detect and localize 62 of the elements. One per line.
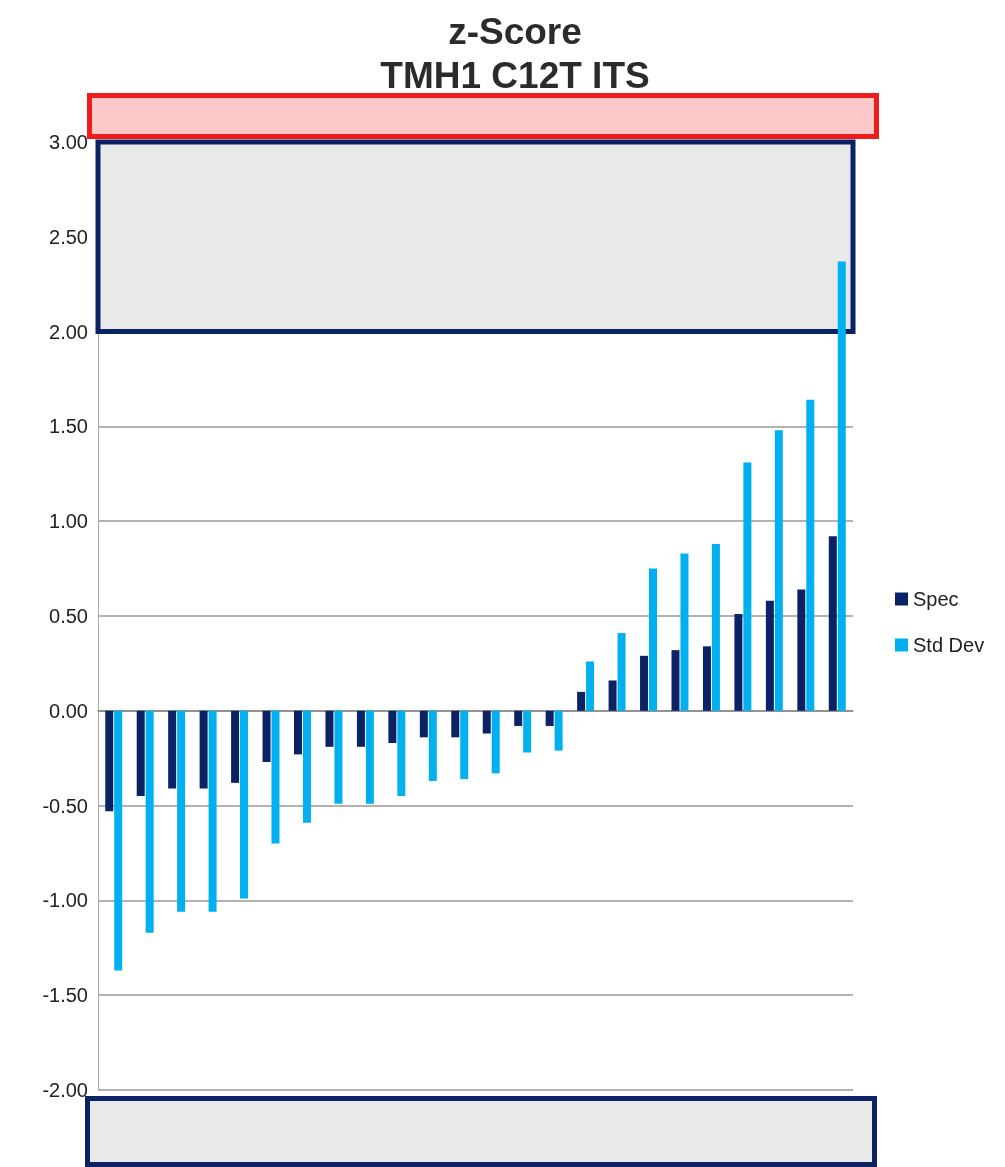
y-tick-label: 0.50 bbox=[49, 605, 88, 627]
bar bbox=[114, 710, 123, 971]
bar bbox=[743, 462, 752, 711]
legend-label: Spec bbox=[913, 588, 959, 610]
bar bbox=[711, 543, 720, 711]
bar bbox=[734, 614, 743, 711]
chart-title: z-Score TMH1 C12T ITS bbox=[380, 10, 650, 96]
y-tick-label: 2.00 bbox=[49, 320, 88, 343]
bar bbox=[168, 710, 177, 789]
bar bbox=[523, 710, 532, 753]
bar bbox=[608, 680, 617, 711]
bar bbox=[231, 710, 240, 783]
bar bbox=[577, 691, 586, 711]
bar bbox=[177, 710, 186, 912]
bar bbox=[640, 655, 649, 711]
bar bbox=[491, 710, 500, 774]
y-tick-label: -1.00 bbox=[42, 889, 88, 912]
bar bbox=[397, 710, 406, 797]
bar bbox=[545, 710, 554, 726]
bar bbox=[208, 710, 217, 912]
bar bbox=[199, 710, 208, 789]
bar bbox=[428, 710, 437, 781]
bar bbox=[806, 399, 815, 711]
bar bbox=[145, 710, 154, 933]
bar bbox=[271, 710, 280, 844]
bar bbox=[649, 568, 657, 711]
y-tick-label: 1.50 bbox=[49, 415, 88, 438]
y-tick-label: -1.50 bbox=[42, 984, 88, 1007]
y-tick-label: 3.00 bbox=[49, 131, 88, 153]
bar bbox=[765, 600, 774, 711]
bar bbox=[388, 710, 397, 744]
bar bbox=[617, 633, 626, 711]
bar bbox=[482, 710, 491, 734]
bar bbox=[136, 710, 145, 797]
bar bbox=[774, 430, 783, 711]
bar bbox=[586, 661, 595, 711]
y-tick-label: 1.00 bbox=[49, 510, 88, 533]
y-tick-label: 0.00 bbox=[49, 699, 88, 722]
bar bbox=[302, 710, 311, 823]
legend-label: Std Dev bbox=[913, 634, 985, 656]
bar bbox=[680, 553, 689, 711]
bar bbox=[365, 710, 374, 804]
bar bbox=[262, 710, 271, 762]
y-tick-label: -0.50 bbox=[42, 794, 88, 817]
bar bbox=[325, 710, 334, 747]
bar bbox=[451, 710, 460, 738]
bar bbox=[356, 710, 365, 747]
bar bbox=[419, 710, 428, 738]
bar bbox=[105, 710, 114, 812]
bar bbox=[828, 536, 837, 711]
bar bbox=[671, 650, 680, 711]
bar bbox=[554, 710, 563, 751]
bar bbox=[334, 710, 343, 804]
bar bbox=[837, 261, 846, 711]
bar bbox=[702, 646, 711, 711]
bar bbox=[460, 710, 469, 780]
y-tick-label: 2.50 bbox=[49, 225, 88, 248]
bar bbox=[797, 589, 806, 711]
bar bbox=[294, 710, 302, 755]
bar bbox=[240, 710, 249, 899]
y-tick-label: -2.00 bbox=[42, 1079, 88, 1101]
bar bbox=[514, 710, 523, 726]
